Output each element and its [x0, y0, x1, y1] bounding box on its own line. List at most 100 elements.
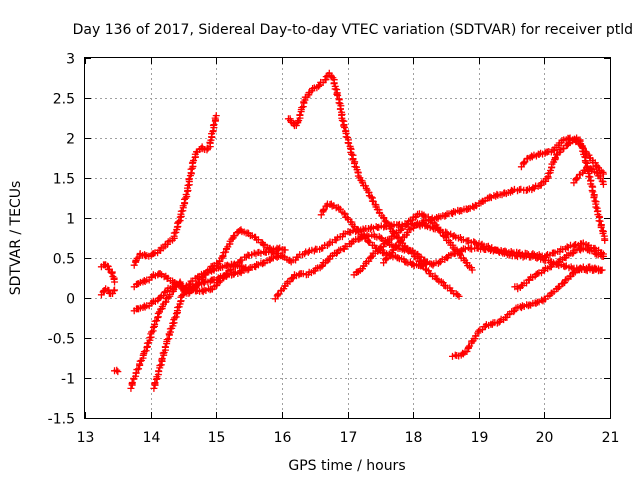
data-points — [97, 69, 609, 392]
y-tick-label: 0.5 — [53, 252, 75, 268]
series-track-b — [97, 261, 119, 286]
grid — [85, 58, 610, 418]
x-tick-label: 21 — [602, 430, 620, 446]
data-point — [343, 214, 351, 222]
data-point — [108, 269, 116, 277]
data-point — [578, 144, 586, 152]
series-track-k — [284, 69, 463, 300]
data-point — [158, 355, 166, 363]
data-point — [453, 246, 461, 254]
x-tick-label: 17 — [340, 430, 358, 446]
data-point — [572, 175, 580, 183]
data-point — [410, 249, 418, 257]
data-point — [582, 158, 590, 166]
data-point — [340, 209, 348, 217]
data-point — [591, 264, 599, 272]
data-point — [150, 384, 158, 392]
data-point — [449, 244, 457, 252]
data-point — [367, 193, 375, 201]
data-point — [296, 111, 304, 119]
data-point — [394, 241, 402, 249]
data-point — [114, 368, 122, 376]
data-point — [518, 250, 526, 258]
data-point — [209, 265, 217, 273]
data-point — [397, 226, 405, 234]
data-point — [156, 270, 164, 278]
data-point — [319, 206, 327, 214]
data-point — [148, 328, 156, 336]
data-point — [176, 278, 184, 286]
data-point — [591, 197, 599, 205]
data-point — [365, 257, 373, 265]
series-track-d — [130, 112, 220, 269]
series-track-q — [449, 263, 606, 360]
data-point — [450, 232, 458, 240]
y-axis-label: SDTVAR / TECUs — [8, 181, 24, 296]
data-point — [341, 123, 349, 131]
data-point — [544, 173, 552, 181]
data-point — [534, 270, 542, 278]
data-point — [468, 245, 476, 253]
data-point — [584, 246, 592, 254]
data-point — [156, 362, 164, 370]
data-point — [281, 246, 289, 254]
y-tick-label: 1.5 — [53, 172, 75, 188]
data-point — [135, 365, 143, 373]
data-point — [463, 347, 471, 355]
series-track-c — [111, 366, 122, 376]
data-point — [275, 252, 283, 260]
data-point — [212, 112, 220, 120]
data-point — [163, 336, 171, 344]
data-point — [380, 214, 388, 222]
data-point — [355, 235, 363, 243]
data-point — [406, 226, 414, 234]
data-point — [523, 249, 531, 257]
data-point — [113, 366, 121, 374]
y-tick-label: 3 — [66, 52, 75, 68]
series-track-i — [183, 252, 283, 295]
data-point — [561, 263, 569, 271]
data-point — [161, 343, 169, 351]
x-axis: 13 14 15 16 17 18 19 20 21 — [77, 58, 620, 446]
series-track-g — [127, 278, 184, 392]
data-point — [127, 384, 135, 392]
data-point — [468, 266, 476, 274]
data-point — [563, 243, 571, 251]
data-point — [298, 104, 306, 112]
data-point — [299, 270, 307, 278]
data-point — [599, 252, 607, 260]
data-point — [590, 194, 598, 202]
data-point — [259, 240, 267, 248]
x-tick-label: 18 — [405, 430, 423, 446]
y-tick-label: 2 — [66, 132, 75, 148]
plot-frame — [84, 57, 611, 419]
data-point — [111, 286, 119, 294]
data-point — [219, 252, 227, 260]
data-point — [520, 159, 528, 167]
data-point — [132, 369, 140, 377]
data-point — [376, 244, 384, 252]
data-point — [532, 299, 540, 307]
y-tick-label: 0 — [66, 292, 75, 308]
y-tick-label: -1 — [61, 372, 75, 388]
data-point — [357, 231, 365, 239]
series-track-m — [350, 210, 476, 279]
y-tick-label: 2.5 — [53, 92, 75, 108]
data-point — [190, 157, 198, 165]
series-track-p — [570, 164, 607, 188]
data-point — [599, 180, 607, 188]
data-point — [128, 378, 136, 386]
data-point — [273, 253, 281, 261]
data-point — [304, 248, 312, 256]
x-tick-label: 16 — [274, 430, 292, 446]
x-tick-label: 20 — [536, 430, 554, 446]
data-point — [315, 82, 323, 90]
data-point — [185, 175, 193, 183]
series-track-h — [150, 260, 250, 392]
data-point — [510, 308, 518, 316]
data-point — [274, 291, 282, 299]
data-point — [178, 292, 186, 300]
data-point — [142, 347, 150, 355]
data-point — [486, 193, 494, 201]
